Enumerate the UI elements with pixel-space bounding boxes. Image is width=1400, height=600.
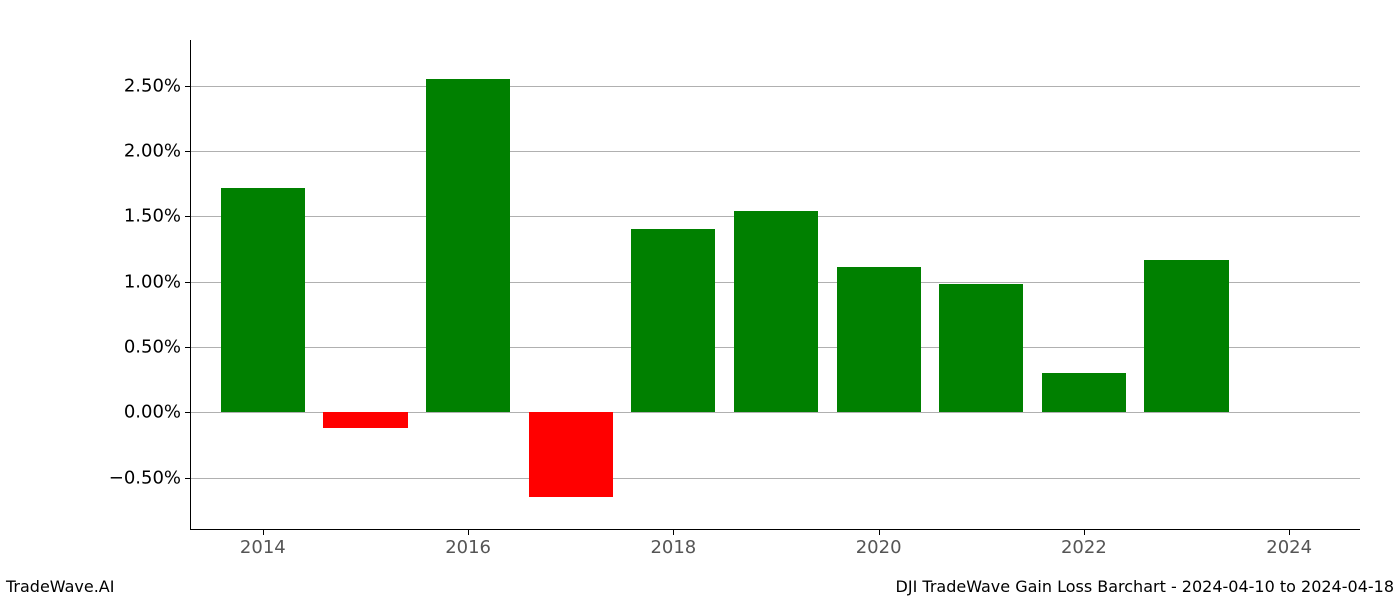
- bar: [323, 412, 407, 428]
- xtick-label: 2016: [445, 529, 491, 558]
- bar: [734, 211, 818, 412]
- xtick-label: 2018: [650, 529, 696, 558]
- ytick-label: 2.50%: [124, 75, 191, 96]
- bar: [1042, 373, 1126, 412]
- bar: [837, 267, 921, 412]
- xtick-label: 2014: [240, 529, 286, 558]
- plot-area: −0.50%0.00%0.50%1.00%1.50%2.00%2.50%2014…: [190, 40, 1360, 530]
- bar: [221, 188, 305, 413]
- ytick-label: 1.00%: [124, 271, 191, 292]
- gridline: [191, 86, 1360, 87]
- xtick-label: 2022: [1061, 529, 1107, 558]
- bar: [939, 284, 1023, 412]
- gridline: [191, 151, 1360, 152]
- bar: [631, 229, 715, 412]
- ytick-label: 0.00%: [124, 402, 191, 423]
- xtick-label: 2024: [1266, 529, 1312, 558]
- bar: [529, 412, 613, 497]
- bar: [1144, 260, 1228, 413]
- bar: [426, 79, 510, 412]
- ytick-label: 0.50%: [124, 337, 191, 358]
- ytick-label: 1.50%: [124, 206, 191, 227]
- footer-right-text: DJI TradeWave Gain Loss Barchart - 2024-…: [896, 577, 1394, 596]
- footer-left-text: TradeWave.AI: [6, 577, 114, 596]
- ytick-label: −0.50%: [109, 467, 191, 488]
- gridline: [191, 478, 1360, 479]
- ytick-label: 2.00%: [124, 141, 191, 162]
- xtick-label: 2020: [856, 529, 902, 558]
- chart-container: −0.50% 0.00% 0.50% 1.00% 1.50% 2.00% 2.50% 2014…: [0, 0, 1400, 600]
